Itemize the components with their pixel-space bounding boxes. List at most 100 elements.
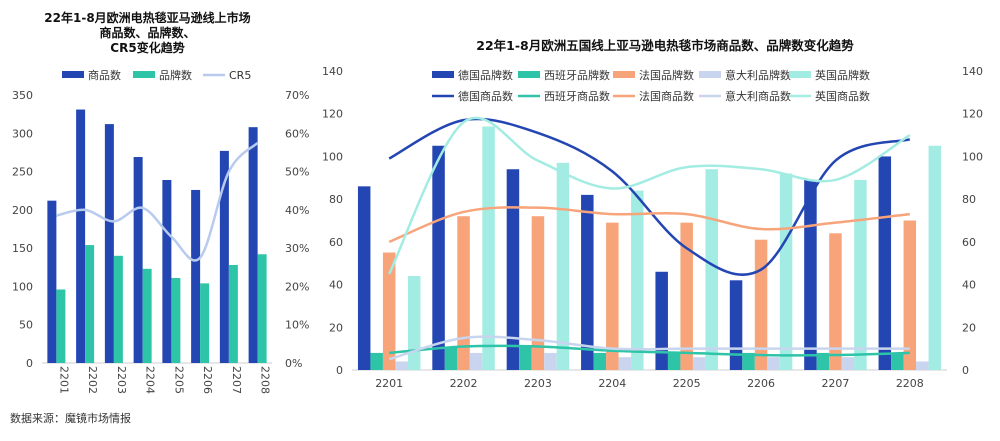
- chart2-x-tick: 2204: [598, 377, 626, 390]
- chart1-title-line1: 22年1-8月欧洲电热毯亚马逊线上市场: [44, 11, 251, 25]
- chart2-legend-swatch: [789, 71, 811, 78]
- chart2-bar-西班牙品牌数: [816, 352, 830, 370]
- chart2-right-tick: 0: [962, 364, 969, 377]
- chart1-x-tick: 2202: [86, 366, 99, 394]
- chart2-left-tick: 120: [322, 108, 343, 121]
- chart2-bar-德国品牌数: [581, 194, 594, 370]
- chart2-legend-label: 意大利商品数: [725, 89, 791, 103]
- chart2-bar-西班牙品牌数: [667, 352, 681, 370]
- chart2-left-tick: 80: [329, 193, 343, 206]
- chart2-bar-法国品牌数: [531, 216, 545, 370]
- chart2-bar-英国品牌数: [631, 190, 644, 370]
- chart2-bar-意大利品牌数: [469, 352, 483, 370]
- chart2-right-tick: 100: [962, 150, 983, 163]
- chart1-title: 22年1-8月欧洲电热毯亚马逊线上市场 商品数、品牌数、 CR5变化趋势: [25, 11, 270, 56]
- chart1-bar-商品数: [162, 179, 172, 363]
- chart1-line-CR5: [56, 141, 259, 262]
- chart2-bar-法国品牌数: [606, 222, 619, 370]
- chart2-bar-英国品牌数: [779, 173, 793, 370]
- chart1-bar-品牌数: [56, 289, 66, 363]
- chart2-bar-德国品牌数: [357, 186, 371, 370]
- chart1-left-tick: 250: [12, 166, 33, 179]
- chart2-legend-swatch: [613, 71, 635, 78]
- chart1-right-tick: 30%: [285, 242, 309, 255]
- chart2-bar-英国品牌数: [407, 276, 421, 370]
- chart1-right-tick: 0%: [285, 357, 302, 370]
- chart2-bar-英国品牌数: [482, 126, 495, 371]
- chart2-left-tick: 20: [329, 321, 343, 334]
- chart2-line-西班牙商品数: [389, 344, 910, 357]
- chart2-legend-label: 法国商品数: [639, 89, 694, 103]
- chart2-right-tick: 120: [962, 108, 983, 121]
- chart2-bar-意大利品牌数: [544, 352, 557, 370]
- chart2-bar-西班牙品牌数: [891, 352, 904, 370]
- chart2-bar-德国品牌数: [729, 280, 743, 370]
- chart2-legend-swatch: [699, 71, 721, 78]
- chart1-legend-label: 商品数: [88, 68, 121, 82]
- chart1-left-tick: 0: [26, 357, 33, 370]
- chart2-bar-法国品牌数: [457, 216, 470, 370]
- chart1-legend-swatch: [133, 71, 155, 78]
- chart1-bar-品牌数: [113, 255, 123, 363]
- chart2-x-tick: 2202: [450, 377, 478, 390]
- chart1-bar-商品数: [47, 200, 57, 363]
- chart2-x-tick: 2206: [747, 377, 775, 390]
- chart2-bar-德国品牌数: [804, 179, 817, 370]
- chart2-legend-label: 法国品牌数: [639, 68, 694, 82]
- chart1-x-tick: 2205: [172, 366, 185, 394]
- chart2-bar-法国品牌数: [680, 222, 693, 370]
- chart2-x-tick: 2207: [821, 377, 849, 390]
- chart2-legend-label: 意大利品牌数: [725, 68, 791, 82]
- chart2-bar-意大利品牌数: [841, 357, 855, 370]
- chart2-legend-label: 英国商品数: [815, 89, 870, 103]
- chart2-bar-英国品牌数: [705, 169, 718, 370]
- chart2-title: 22年1-8月欧洲五国线上亚马逊电热毯市场商品数、品牌数变化趋势: [476, 38, 854, 53]
- chart2-right-tick: 20: [962, 321, 976, 334]
- chart2-legend-label: 英国品牌数: [815, 68, 870, 82]
- chart2-bar-西班牙品牌数: [742, 352, 755, 370]
- chart1-left-tick: 100: [12, 280, 33, 293]
- chart1-x-tick: 2204: [144, 366, 157, 394]
- chart2-line-意大利商品数: [388, 335, 910, 361]
- chart2-bar-西班牙品牌数: [593, 352, 607, 370]
- chart1-bar-品牌数: [142, 268, 152, 363]
- chart2-legend-label: 德国商品数: [458, 89, 513, 103]
- chart2-line-英国商品数: [388, 116, 911, 275]
- chart2-bar-西班牙品牌数: [370, 352, 383, 370]
- chart1-right-tick: 40%: [285, 204, 309, 217]
- chart1-bar-品牌数: [171, 278, 181, 363]
- chart1-bar-品牌数: [85, 245, 95, 363]
- chart1-bar-品牌数: [257, 254, 267, 363]
- chart1-legend-label: CR5: [229, 69, 251, 82]
- chart2-bar-意大利品牌数: [395, 361, 408, 370]
- chart2-left-tick: 100: [322, 150, 343, 163]
- chart2-bar-意大利品牌数: [916, 361, 929, 370]
- chart1-x-tick: 2201: [57, 366, 70, 394]
- chart2-bar-德国品牌数: [878, 156, 892, 370]
- chart2-bar-西班牙品牌数: [444, 346, 458, 370]
- chart1-title-line2: 商品数、品牌数、: [99, 26, 196, 40]
- chart2-x-tick: 2205: [673, 377, 701, 390]
- chart1-bar-商品数: [76, 109, 86, 363]
- chart2-legend-label: 德国品牌数: [458, 68, 513, 82]
- chart1-right-tick: 50%: [285, 166, 309, 179]
- chart2-bar-法国品牌数: [829, 233, 842, 370]
- chart2-bar-意大利品牌数: [618, 357, 632, 370]
- chart2-legend-label: 西班牙品牌数: [544, 68, 610, 82]
- chart1-bar-商品数: [219, 150, 229, 363]
- chart2-right-tick: 40: [962, 279, 976, 292]
- chart1-left-tick: 300: [12, 127, 33, 140]
- chart2-bar-英国品牌数: [928, 145, 942, 370]
- chart2-bar-英国品牌数: [854, 179, 867, 370]
- chart2-left-tick: 140: [322, 65, 343, 78]
- chart2-bar-西班牙品牌数: [519, 346, 532, 370]
- chart1-right-tick: 10%: [285, 319, 309, 332]
- chart1-right-tick: 70%: [285, 89, 309, 102]
- chart2-bar-法国品牌数: [903, 220, 917, 370]
- chart1-right-tick: 60%: [285, 127, 309, 140]
- chart1-bar-品牌数: [228, 264, 238, 363]
- chart2-legend-swatch: [432, 71, 454, 78]
- chart1-legend-label: 品牌数: [159, 68, 192, 82]
- chart1-x-tick: 2207: [230, 366, 243, 394]
